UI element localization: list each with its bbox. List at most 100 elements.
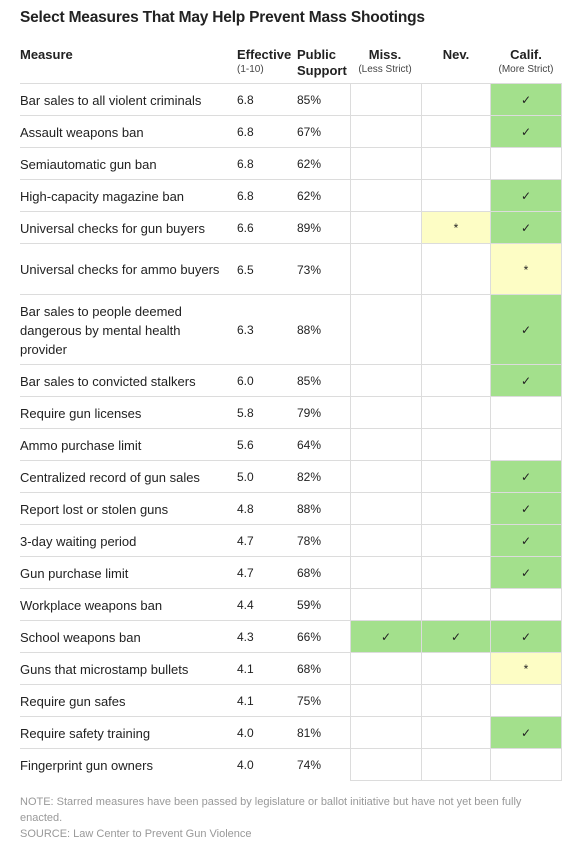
public-support: 64%: [297, 438, 322, 452]
table-row: Require gun safes 4.1 75%: [20, 684, 562, 717]
public-support: 81%: [297, 726, 322, 740]
calif-status-cell: [490, 397, 562, 429]
public-support: 62%: [297, 189, 322, 203]
miss-status-cell: [350, 653, 421, 685]
nev-status-cell: [421, 493, 490, 525]
header-nev: Nev.: [442, 47, 470, 62]
table-row: Universal checks for ammo buyers 6.5 73% *: [20, 243, 562, 295]
table-row: Report lost or stolen guns 4.8 88% ✓: [20, 492, 562, 525]
public-support: 89%: [297, 221, 322, 235]
measure-name: 3-day waiting period: [20, 533, 137, 549]
measure-name: Require gun licenses: [20, 405, 142, 421]
checkmark-icon: ✓: [450, 630, 462, 644]
nev-status-cell: [421, 557, 490, 589]
calif-status-cell: ✓: [490, 621, 562, 653]
nev-status-cell: [421, 148, 490, 180]
table-row: Assault weapons ban 6.8 67% ✓: [20, 115, 562, 148]
effective-score: 6.5: [237, 262, 254, 277]
public-support: 67%: [297, 125, 322, 139]
effective-score: 6.0: [237, 374, 254, 388]
calif-status-cell: *: [490, 653, 562, 685]
calif-status-cell: ✓: [490, 525, 562, 557]
nev-status-cell: [421, 365, 490, 397]
source-text: SOURCE: Law Center to Prevent Gun Violen…: [20, 828, 252, 840]
public-support: 82%: [297, 470, 322, 484]
nev-status-cell: [421, 116, 490, 148]
effective-score: 5.8: [237, 406, 254, 420]
public-support: 62%: [297, 157, 322, 171]
measure-name: Report lost or stolen guns: [20, 501, 169, 517]
nev-status-cell: [421, 717, 490, 749]
calif-status-cell: [490, 749, 562, 781]
checkmark-icon: ✓: [520, 323, 532, 337]
table-row: Workplace weapons ban 4.4 59%: [20, 588, 562, 621]
header-miss: Miss. (Less Strict): [330, 47, 440, 76]
miss-status-cell: [350, 397, 421, 429]
pending-star-icon: *: [523, 662, 529, 676]
measure-name: Fingerprint gun owners: [20, 757, 153, 773]
checkmark-icon: ✓: [520, 470, 532, 484]
miss-status-cell: [350, 717, 421, 749]
public-support: 79%: [297, 406, 322, 420]
table-row: Require gun licenses 5.8 79%: [20, 396, 562, 429]
calif-status-cell: ✓: [490, 365, 562, 397]
effective-score: 4.7: [237, 566, 254, 580]
header-support: Public Support: [297, 47, 347, 79]
miss-status-cell: [350, 180, 421, 212]
effective-score: 4.0: [237, 726, 254, 740]
table-row: Bar sales to people deemed dangerous by …: [20, 294, 562, 365]
effective-score: 4.3: [237, 630, 254, 644]
calif-status-cell: ✓: [490, 212, 562, 244]
nev-status-cell: [421, 295, 490, 365]
pending-star-icon: *: [453, 221, 459, 235]
public-support: 88%: [297, 323, 322, 337]
effective-score: 4.8: [237, 502, 254, 516]
table-row: School weapons ban 4.3 66% ✓ ✓ ✓: [20, 620, 562, 653]
measure-name: Semiautomatic gun ban: [20, 156, 157, 172]
table-row: Universal checks for gun buyers 6.6 89% * ✓: [20, 211, 562, 244]
miss-status-cell: [350, 461, 421, 493]
nev-status-cell: [421, 589, 490, 621]
header-calif-sub: (More Strict): [498, 64, 554, 75]
miss-status-cell: [350, 429, 421, 461]
miss-status-cell: [350, 365, 421, 397]
header-miss-label: Miss.: [368, 47, 402, 62]
nev-status-cell: [421, 429, 490, 461]
footnote: NOTE: Starred measures have been passed …: [20, 794, 560, 842]
nev-status-cell: [421, 244, 490, 295]
calif-status-cell: [490, 589, 562, 621]
checkmark-icon: ✓: [520, 125, 532, 139]
nev-status-cell: *: [421, 212, 490, 244]
calif-status-cell: ✓: [490, 116, 562, 148]
nev-status-cell: [421, 653, 490, 685]
measure-name: Universal checks for gun buyers: [20, 220, 205, 236]
checkmark-icon: ✓: [520, 630, 532, 644]
miss-status-cell: [350, 557, 421, 589]
measure-name: Universal checks for ammo buyers: [20, 262, 220, 277]
miss-status-cell: [350, 685, 421, 717]
miss-status-cell: [350, 589, 421, 621]
table-row: Require safety training 4.0 81% ✓: [20, 716, 562, 749]
calif-status-cell: ✓: [490, 295, 562, 365]
effective-score: 4.4: [237, 598, 254, 612]
header-measure: Measure: [20, 47, 73, 62]
public-support: 74%: [297, 758, 322, 772]
miss-status-cell: [350, 493, 421, 525]
effective-score: 4.1: [237, 662, 254, 676]
checkmark-icon: ✓: [520, 534, 532, 548]
checkmark-icon: ✓: [520, 93, 532, 107]
measure-name: Bar sales to all violent criminals: [20, 92, 202, 108]
measure-name: High-capacity magazine ban: [20, 188, 185, 204]
effective-score: 6.8: [237, 93, 254, 107]
calif-status-cell: [490, 148, 562, 180]
miss-status-cell: [350, 148, 421, 180]
public-support: 68%: [297, 662, 322, 676]
nev-status-cell: [421, 525, 490, 557]
miss-status-cell: [350, 84, 421, 116]
measure-name: Require gun safes: [20, 693, 126, 709]
header-support-line2: Support: [297, 63, 347, 78]
measure-name: Centralized record of gun sales: [20, 469, 200, 485]
calif-status-cell: [490, 685, 562, 717]
measure-name: Workplace weapons ban: [20, 597, 163, 613]
calif-status-cell: ✓: [490, 84, 562, 116]
